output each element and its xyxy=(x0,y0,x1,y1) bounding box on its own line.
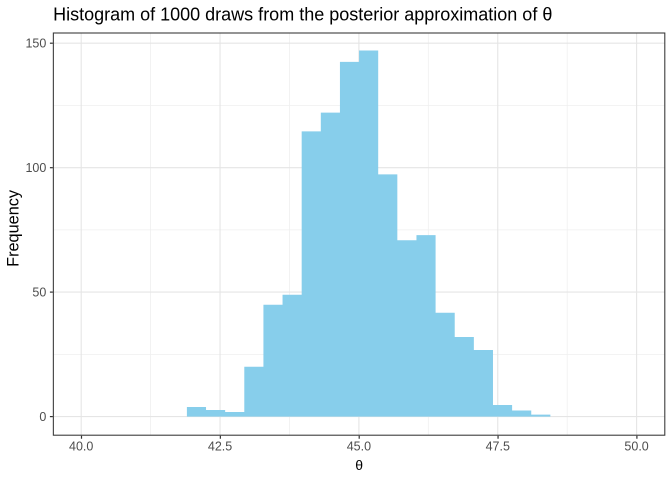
svg-text:47.5: 47.5 xyxy=(486,439,510,453)
svg-text:0: 0 xyxy=(39,410,46,424)
svg-text:50.0: 50.0 xyxy=(624,439,648,453)
svg-text:150: 150 xyxy=(25,37,46,51)
svg-text:45.0: 45.0 xyxy=(347,439,371,453)
svg-text:100: 100 xyxy=(25,161,46,175)
svg-text:42.5: 42.5 xyxy=(208,439,232,453)
svg-text:Frequency: Frequency xyxy=(5,189,23,267)
svg-text:θ: θ xyxy=(355,457,363,473)
svg-text:Histogram of 1000 draws from t: Histogram of 1000 draws from the posteri… xyxy=(53,4,552,24)
svg-text:40.0: 40.0 xyxy=(69,439,93,453)
svg-text:50: 50 xyxy=(32,286,46,300)
